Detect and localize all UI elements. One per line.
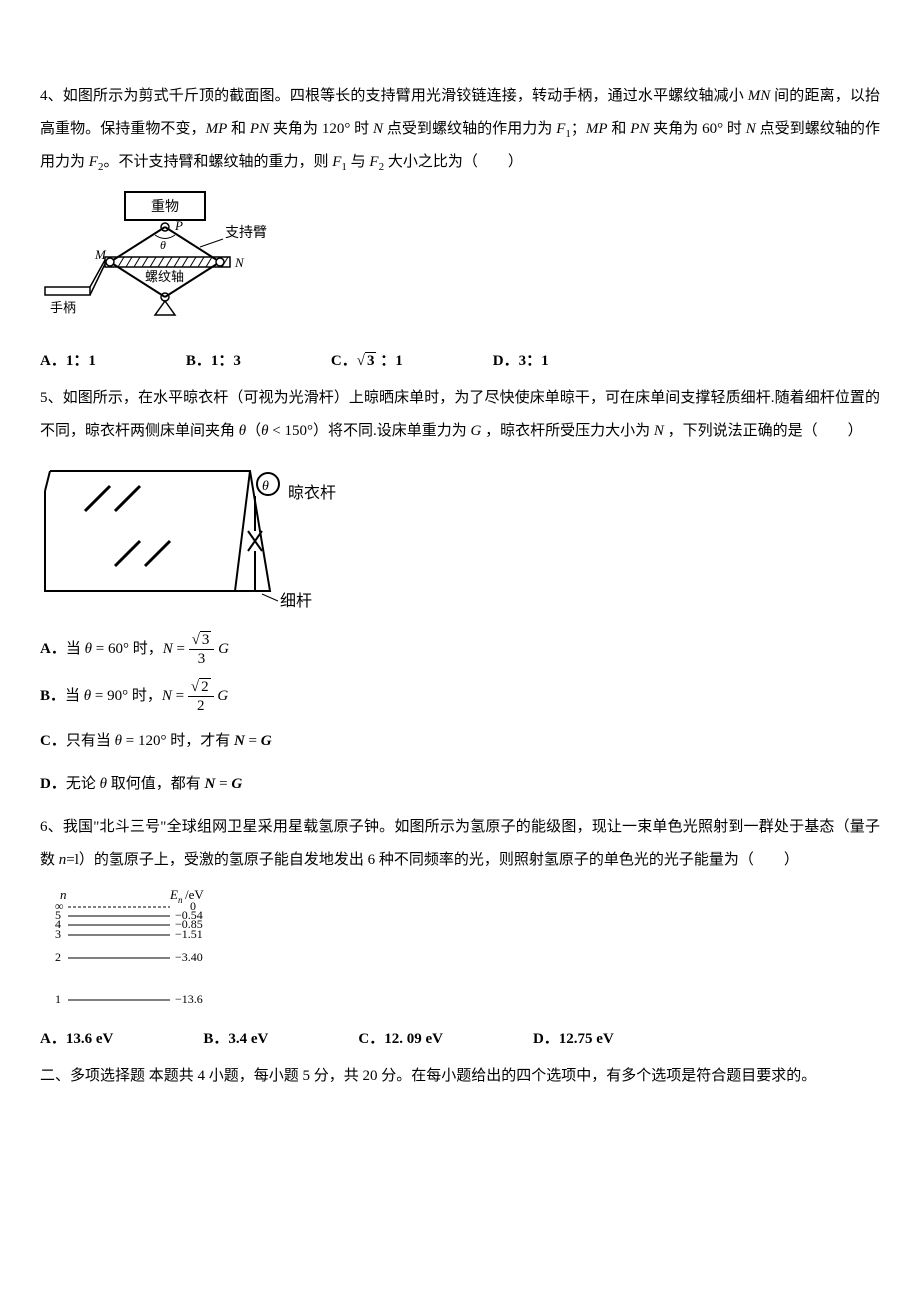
q5-option-a: A．当 θ = 60° 时，N = 33 G	[40, 631, 880, 668]
svg-text:手柄: 手柄	[50, 300, 76, 315]
q4-option-a: A．1：1	[40, 345, 96, 378]
q6-option-a: A．13.6 eV	[40, 1023, 113, 1056]
q6-number: 6、	[40, 819, 63, 835]
q5-option-d: D．无论 θ 取何值，都有 N = G	[40, 768, 880, 801]
q6-text: 6、我国"北斗三号"全球组网卫星采用星载氢原子钟。如图所示为氢原子的能级图，现让…	[40, 811, 880, 877]
svg-text:晾衣杆: 晾衣杆	[288, 484, 336, 502]
q5-diagram-svg: θ 晾衣杆 细杆	[40, 456, 360, 621]
svg-text:−3.40: −3.40	[175, 950, 203, 964]
q4-option-b: B．1：3	[186, 345, 241, 378]
q4-diagram-svg: 重物 P θ 支持臂 M N 螺纹轴	[40, 187, 270, 337]
q6-options: A．13.6 eV B．3.4 eV C．12. 09 eV D．12.75 e…	[40, 1023, 880, 1056]
svg-text:螺纹轴: 螺纹轴	[145, 269, 184, 284]
q5-option-c: C．只有当 θ = 120° 时，才有 N = G	[40, 725, 880, 758]
q4-number: 4、	[40, 88, 63, 104]
svg-text:−1.51: −1.51	[175, 927, 203, 941]
svg-text:N: N	[234, 255, 245, 270]
svg-text:θ: θ	[262, 479, 269, 494]
q6-figure: n E n /eV ∞ 0 5 −0.54 4 −0.85 3 −1.51 2 …	[40, 885, 880, 1015]
q6-option-d: D．12.75 eV	[533, 1023, 614, 1056]
q5-number: 5、	[40, 390, 63, 406]
q5-option-b: B．当 θ = 90° 时，N = 22 G	[40, 678, 880, 715]
svg-text:支持臂: 支持臂	[225, 225, 267, 241]
q4-figure: 重物 P θ 支持臂 M N 螺纹轴	[40, 187, 880, 337]
q5-figure: θ 晾衣杆 细杆	[40, 456, 880, 621]
svg-text:θ: θ	[160, 238, 166, 252]
svg-text:3: 3	[55, 927, 61, 941]
q5-text: 5、如图所示，在水平晾衣杆（可视为光滑杆）上晾晒床单时，为了尽快使床单晾干，可在…	[40, 382, 880, 448]
svg-text:P: P	[174, 218, 183, 233]
q6-energy-svg: n E n /eV ∞ 0 5 −0.54 4 −0.85 3 −1.51 2 …	[40, 885, 240, 1015]
q6-option-c: C．12. 09 eV	[358, 1023, 443, 1056]
svg-text:E: E	[169, 887, 178, 902]
svg-text:细杆: 细杆	[280, 592, 312, 610]
q4-options: A．1：1 B．1：3 C．3 ：1 D．3：1	[40, 345, 880, 378]
q4-option-d: D．3：1	[493, 345, 549, 378]
svg-text:1: 1	[55, 992, 61, 1006]
q4-text: 4、如图所示为剪式千斤顶的截面图。四根等长的支持臂用光滑铰链连接，转动手柄，通过…	[40, 80, 880, 179]
q4-option-c: C．3 ：1	[331, 345, 403, 378]
svg-text:−13.6: −13.6	[175, 992, 203, 1006]
svg-text:n: n	[178, 895, 183, 905]
svg-text:重物: 重物	[151, 199, 179, 215]
q6-option-b: B．3.4 eV	[203, 1023, 268, 1056]
section2-title: 二、多项选择题 本题共 4 小题，每小题 5 分，共 20 分。在每小题给出的四…	[40, 1060, 880, 1093]
svg-text:2: 2	[55, 950, 61, 964]
